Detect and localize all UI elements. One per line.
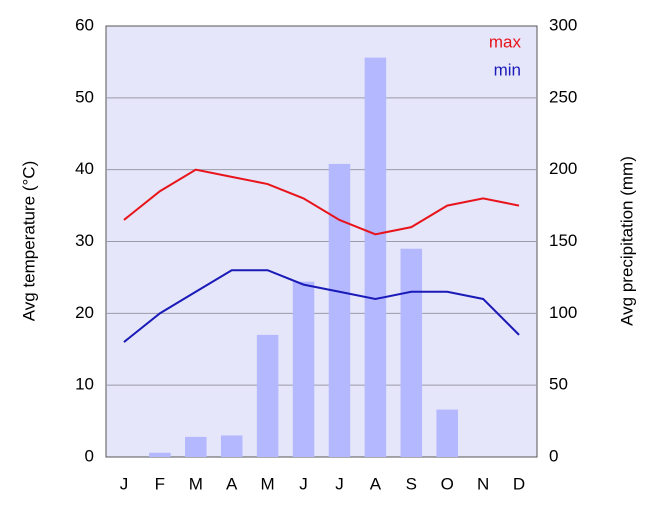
line	[123, 168, 520, 236]
bar	[185, 436, 207, 457]
y-tick-label: 40	[75, 159, 94, 178]
y-tick-label: 20	[75, 303, 94, 322]
bar	[292, 281, 315, 457]
x-tick-label: M	[261, 474, 275, 493]
x-tick-label: J	[120, 474, 129, 493]
x-tick-label: J	[299, 474, 308, 493]
x-tick-label: J	[335, 474, 344, 493]
x-tick-label: O	[441, 474, 454, 493]
x-tick-label: M	[189, 474, 203, 493]
x-tick-label: D	[513, 474, 525, 493]
bar	[256, 334, 279, 457]
x-tick-label: A	[370, 474, 382, 493]
y-axis-label: Avg temperature (°C)	[19, 161, 38, 322]
y-tick-label: 0	[85, 446, 94, 465]
bar	[364, 57, 387, 458]
legend-entry: min	[494, 60, 521, 79]
y2-axis-label: Avg precipitation (mm)	[617, 156, 636, 326]
bar	[328, 163, 351, 458]
y2-tick-label: 150	[549, 231, 577, 250]
y-tick-label: 30	[75, 231, 94, 250]
y2-tick-label: 50	[549, 375, 568, 394]
y2-tick-label: 100	[549, 303, 577, 322]
x-tick-label: N	[477, 474, 489, 493]
y-tick-label: 50	[75, 87, 94, 106]
y2-tick-label: 250	[549, 87, 577, 106]
x-tick-label: F	[155, 474, 165, 493]
x-tick-label: S	[406, 474, 417, 493]
y2-tick-label: 0	[549, 446, 558, 465]
y-tick-label: 10	[75, 375, 94, 394]
legend-entry: max	[489, 32, 522, 51]
y2-tick-label: 300	[549, 15, 577, 34]
x-tick-label: A	[226, 474, 238, 493]
y2-tick-label: 200	[549, 159, 577, 178]
y-tick-label: 60	[75, 15, 94, 34]
bar	[220, 435, 243, 457]
line	[123, 269, 520, 343]
bar	[400, 248, 423, 457]
bar	[436, 409, 458, 457]
bar	[149, 452, 171, 457]
